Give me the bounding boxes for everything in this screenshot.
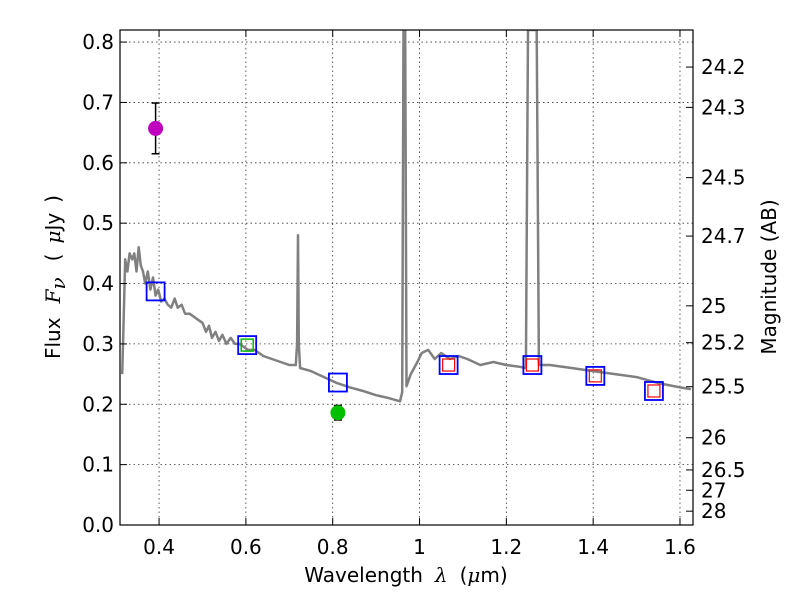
y-axis-label: Flux Fν ( μJy ) [41, 195, 70, 359]
model-photometry-marker [644, 381, 664, 401]
model-photometry-inner-marker [442, 358, 456, 372]
y-tick-label: 0.7 [82, 90, 114, 114]
mag-tick-label: 27 [701, 478, 726, 502]
model-spectrum-line [120, 30, 692, 403]
y-tick-label: 0.1 [82, 453, 114, 477]
x-tick-label: 1 [413, 535, 426, 559]
grid [120, 30, 693, 526]
mag-tick-label: 25.2 [701, 331, 746, 355]
y-tick-label: 0.5 [82, 211, 114, 235]
model-photometry-marker [237, 335, 258, 356]
mag-tick-label: 24.7 [701, 224, 746, 248]
y-tick-label: 0.0 [82, 513, 114, 537]
x-axis-label: Wavelength λ (μm) [304, 563, 507, 587]
x-tick-label: 1.4 [577, 535, 609, 559]
mag-tick-label: 25 [701, 294, 726, 318]
model-photometry-inner-marker [240, 338, 254, 352]
x-tick-label: 0.6 [230, 535, 262, 559]
y-tick-label: 0.2 [82, 392, 114, 416]
model-photometry-inner-marker [647, 384, 661, 398]
mag-tick-label: 24.3 [701, 95, 746, 119]
mag-tick-label: 24.2 [701, 55, 746, 79]
mag-tick-label: 26 [701, 426, 726, 450]
model-photometry-marker [522, 355, 543, 375]
x-tick-label: 1.2 [490, 535, 522, 559]
right-axis-label: Magnitude (AB) [757, 199, 781, 354]
markers [145, 102, 664, 421]
mag-tick-label: 24.5 [701, 166, 746, 190]
y-tick-label: 0.3 [82, 332, 114, 356]
ticks: 0.4 0.6 0.8 1 1.2 1.4 1.6 0.0 0.1 0.2 0.3 0.4 0.5 0.6… [82, 30, 746, 559]
mag-tick-label: 28 [701, 499, 726, 523]
model-photometry-marker [585, 365, 606, 386]
model-photometry-marker [145, 281, 166, 302]
y-tick-label: 0.6 [82, 151, 114, 175]
mag-tick-label: 25.5 [701, 375, 746, 399]
y-tick-label: 0.8 [82, 30, 114, 54]
y-tick-label: 0.4 [82, 272, 114, 296]
observed-point [330, 405, 346, 421]
x-tick-label: 0.8 [317, 535, 349, 559]
observed-point [148, 120, 164, 136]
model-photometry-inner-marker [525, 358, 539, 372]
model-photometry-marker [438, 355, 459, 375]
plot-area [120, 30, 692, 403]
x-tick-label: 0.4 [143, 535, 175, 559]
model-photometry-marker [328, 372, 348, 393]
model-photometry-inner-marker [588, 369, 602, 383]
plot-frame [119, 29, 694, 526]
x-tick-label: 1.6 [664, 535, 696, 559]
mag-tick-label: 26.5 [701, 458, 746, 482]
